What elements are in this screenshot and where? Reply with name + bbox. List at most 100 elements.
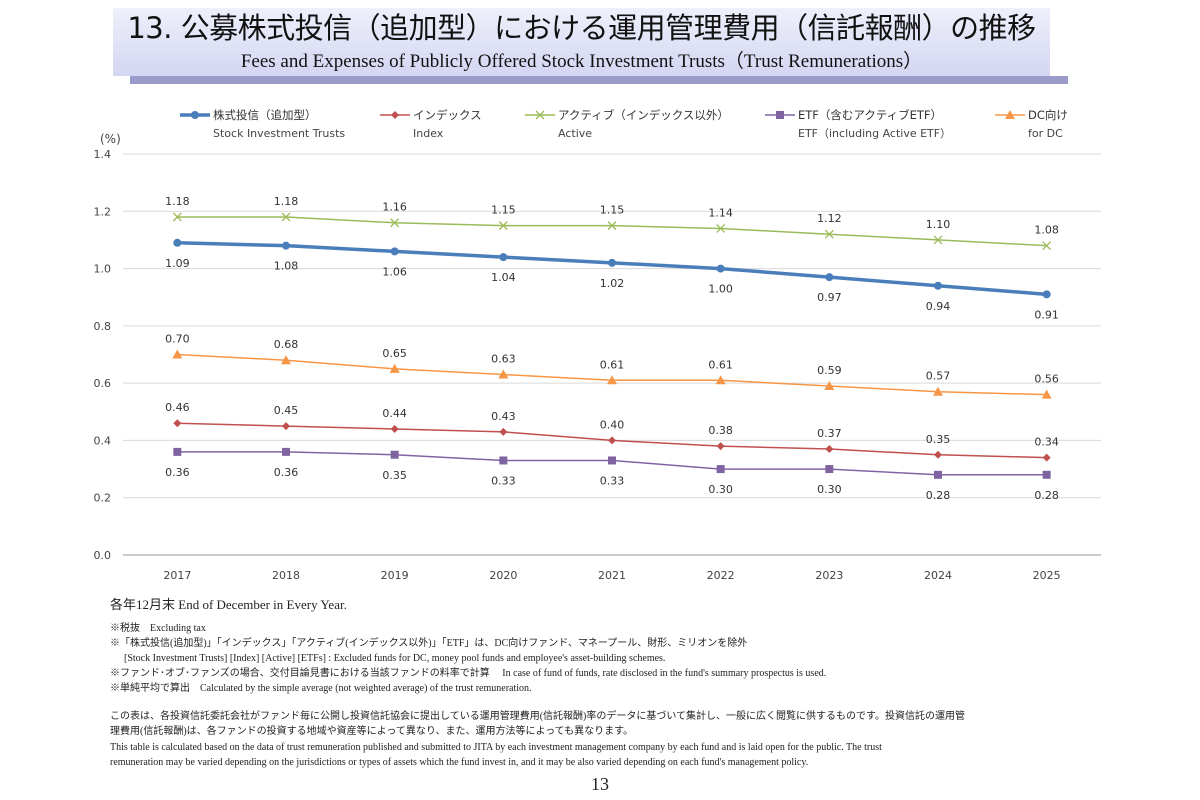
data-point [281,355,291,365]
x-tick-label: 2018 [272,569,300,582]
y-tick-label: 1.4 [94,148,112,161]
data-label: 1.09 [165,257,190,270]
legend-label-en: ETF（including Active ETF） [798,127,951,140]
data-label: 0.40 [600,418,625,431]
data-label: 1.08 [274,260,299,273]
note-4: ※単純平均で算出 Calculated by the simple averag… [110,683,532,694]
data-point [282,422,290,431]
data-point [934,450,942,459]
data-point [390,424,399,433]
x-tick-label: 2024 [924,569,952,582]
y-tick-label: 0.0 [94,549,112,562]
page-title-en: Fees and Expenses of Publicly Offered St… [240,51,923,72]
x-tick-label: 2023 [815,569,843,582]
y-tick-label: 0.4 [94,434,112,447]
y-tick-label: 0.8 [94,320,112,333]
data-point [1042,470,1051,479]
data-point [716,465,725,474]
data-label: 0.65 [382,347,407,360]
data-point [1042,290,1051,299]
data-label: 0.33 [600,474,625,487]
data-label: 0.61 [708,358,733,371]
data-label: 1.00 [708,283,733,296]
data-label: 0.97 [817,291,842,304]
data-label: 0.61 [600,358,625,371]
data-point [498,369,509,379]
data-label: 0.44 [382,407,407,420]
data-point [1042,241,1052,251]
legend-label-en: Active [558,127,592,140]
data-label: 0.28 [1034,489,1059,502]
legend-label: DC向け [1028,108,1068,122]
y-tick-label: 1.0 [94,263,112,276]
data-point [824,381,835,391]
data-point [173,447,182,456]
data-label: 0.68 [274,338,299,351]
data-label: 0.35 [382,469,407,482]
data-point [825,465,834,474]
data-label: 0.30 [708,483,733,496]
para-jp-1: この表は、各投資信託委託会社がファンド毎に公開し投資信託協会に提出している運用管… [110,711,966,722]
data-point [608,456,616,465]
data-label: 1.12 [817,212,842,225]
x-tick-label: 2021 [598,569,626,582]
legend-marker [776,111,784,119]
y-tick-label: 1.2 [94,205,112,218]
legend-label-en: for DC [1028,127,1063,140]
series-line-2 [177,216,1047,247]
data-point [608,436,616,445]
data-point [716,224,726,233]
note-3: ※ファンド･オブ･ファンズの場合、交付目論見書における当該ファンドの料率で計算 … [110,668,827,679]
data-point [499,456,508,465]
para-en-1: This table is calculated based on the da… [110,742,882,753]
data-point [389,363,400,373]
data-point [608,258,616,267]
data-point [1042,453,1051,462]
data-label: 1.16 [382,201,407,214]
data-point [172,212,182,222]
data-label: 0.34 [1034,436,1059,449]
data-point [499,253,508,262]
data-label: 0.28 [926,489,951,502]
title-underline-bar [130,76,1068,84]
data-label: 0.30 [817,483,842,496]
line-chart: 0.0 0.2 0.4 0.6 0.8 1.0 1.2 1.4 (%) 2017 2018 2019 2… [94,108,1101,582]
data-label: 1.10 [926,218,951,231]
x-tick-label: 2017 [163,569,191,582]
y-tick-label: 0.6 [94,377,112,390]
data-label: 1.08 [1034,224,1059,237]
data-point [282,447,290,456]
data-point [173,238,182,247]
data-label: 1.15 [600,204,625,217]
data-label: 0.70 [165,333,190,346]
data-label: 0.63 [491,353,516,366]
data-point [825,273,834,282]
data-label: 0.37 [817,427,842,440]
data-point [716,264,725,273]
data-label: 1.18 [165,195,190,208]
data-label: 1.04 [491,271,516,284]
data-label: 0.36 [274,466,299,479]
data-point [715,375,726,385]
data-point [1041,389,1052,399]
data-label: 1.15 [491,204,516,217]
data-point [173,419,182,428]
data-point [498,221,508,231]
legend-label: インデックス [413,108,482,122]
data-point [499,427,508,436]
data-point [172,349,183,359]
data-point [933,235,943,245]
title-banner [113,8,1050,76]
data-point [607,221,617,231]
x-tick-label: 2019 [381,569,409,582]
data-point [934,281,942,290]
data-label: 1.06 [382,265,407,278]
legend-label: アクティブ（インデックス以外） [558,108,729,122]
data-label: 0.94 [926,300,951,313]
data-point [933,386,943,396]
data-label: 0.33 [491,474,516,487]
para-en-2: remuneration may be varied depending on … [110,757,809,768]
note-1: ※税抜 Excluding tax [110,623,206,634]
page-title-jp: 13. 公募株式投信（追加型）における運用管理費用（信託報酬）の推移 [127,11,1036,45]
data-label: 0.38 [708,424,733,437]
